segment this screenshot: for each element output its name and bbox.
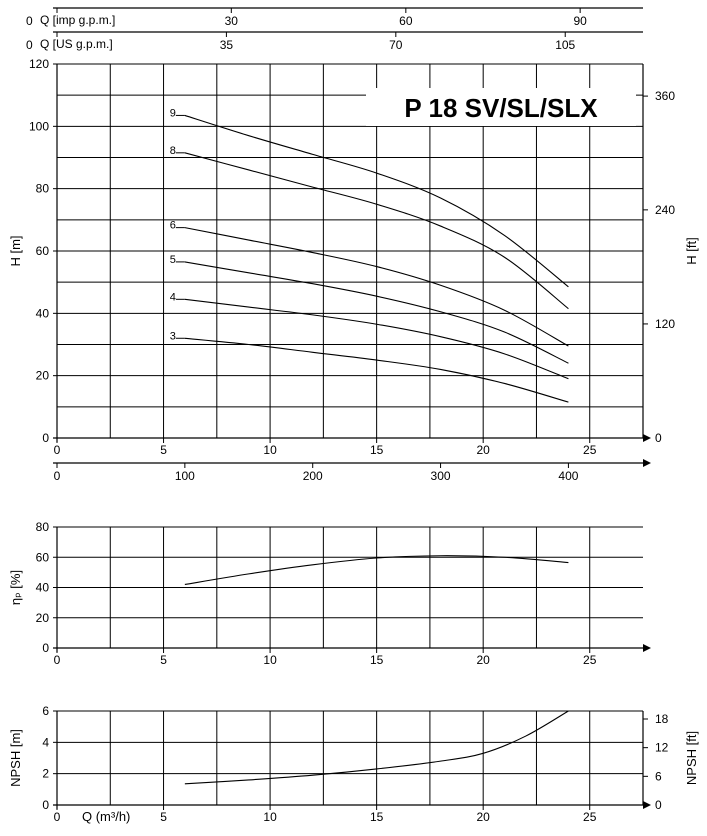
- title-background: [366, 88, 636, 126]
- y-right-axis-title: NPSH [ft]: [684, 731, 699, 785]
- curve-label: 3: [170, 330, 176, 342]
- y-tick-label: 40: [36, 581, 50, 595]
- flow-lpm-tick-label: 100: [175, 469, 195, 483]
- flow-lpm-tick-label: 200: [303, 469, 323, 483]
- flow-imp-tick-label: 0: [26, 14, 33, 28]
- x-tick-label: 5: [160, 443, 167, 457]
- y-right-axis-title: H [ft]: [684, 237, 699, 264]
- curve-series-5: [184, 261, 569, 364]
- flow-us-tick-label: 105: [555, 38, 575, 52]
- x-tick-label: 20: [477, 443, 491, 457]
- y-tick-label: 0: [42, 641, 49, 655]
- y-tick-label: 120: [29, 57, 49, 71]
- y-axis-title: H [m]: [8, 235, 23, 266]
- y-axis-title: NPSH [m]: [8, 729, 23, 787]
- x-tick-label: 25: [583, 810, 597, 824]
- x-tick-label: 15: [370, 443, 384, 457]
- curve-series-6: [184, 227, 569, 347]
- flow-imp-axis-title: Q [imp g.p.m.]: [40, 13, 115, 27]
- flow-lpm-tick-label: 300: [431, 469, 451, 483]
- x-tick-label: 10: [263, 653, 277, 667]
- flow-imp-tick-label: 90: [573, 14, 587, 28]
- y-right-tick-label: 240: [655, 203, 675, 217]
- flow-us-tick-label: 70: [389, 38, 403, 52]
- y-axis-title: ηₚ [%]: [8, 570, 23, 605]
- curve-series-8: [184, 152, 569, 310]
- y-tick-label: 100: [29, 119, 49, 133]
- curve-series-3: [184, 337, 569, 403]
- y-tick-label: 4: [42, 735, 49, 749]
- x-axis-arrow: [643, 644, 651, 652]
- y-tick-label: 0: [42, 798, 49, 812]
- x-tick-label: 5: [160, 810, 167, 824]
- x-tick-label: 0: [54, 443, 61, 457]
- x-tick-label: 10: [263, 443, 277, 457]
- y-tick-label: 6: [42, 704, 49, 718]
- curve-series-9: [184, 114, 569, 288]
- x-tick-label: 0: [54, 653, 61, 667]
- x-tick-label: 10: [263, 810, 277, 824]
- chart-panel-2: 0 20 40 60 80 0 5 10 15 20 25 ηₚ [%]: [8, 520, 651, 667]
- y-tick-label: 80: [36, 520, 50, 534]
- y-right-tick-label: 18: [655, 712, 669, 726]
- y-tick-label: 40: [36, 306, 50, 320]
- y-right-tick-label: 360: [655, 89, 675, 103]
- y-right-tick-label: 120: [655, 317, 675, 331]
- y-tick-label: 80: [36, 182, 50, 196]
- curve-series: [184, 555, 569, 586]
- x-tick-label: 20: [477, 653, 491, 667]
- y-tick-label: 60: [36, 550, 50, 564]
- chart-title: P 18 SV/SL/SLX: [404, 93, 598, 123]
- y-right-tick-label: 0: [655, 798, 662, 812]
- y-tick-label: 20: [36, 611, 50, 625]
- curve-label: 9: [170, 107, 176, 119]
- curve-series-4: [184, 298, 569, 380]
- flow-lpm-axis-arrow: [643, 459, 651, 467]
- flow-imp-tick-label: 60: [399, 14, 413, 28]
- curve-series: [184, 710, 569, 785]
- curve-label: 8: [170, 145, 176, 157]
- x-tick-label: 0: [54, 810, 61, 824]
- x-tick-label: 20: [477, 810, 491, 824]
- y-tick-label: 20: [36, 369, 50, 383]
- curve-label: 6: [170, 220, 176, 232]
- x-tick-label: 5: [160, 653, 167, 667]
- y-right-tick-label: 0: [655, 431, 662, 445]
- flow-lpm-tick-label: 400: [558, 469, 578, 483]
- x-tick-label: 15: [370, 653, 384, 667]
- x-tick-label: 15: [370, 810, 384, 824]
- x-tick-label: 25: [583, 443, 597, 457]
- flow-lpm-tick-label: 0: [54, 469, 61, 483]
- x-tick-label: 25: [583, 653, 597, 667]
- flow-us-tick-label: 35: [220, 38, 234, 52]
- flow-imp-tick-label: 30: [225, 14, 239, 28]
- y-tick-label: 60: [36, 244, 50, 258]
- y-tick-label: 0: [42, 431, 49, 445]
- y-tick-label: 2: [42, 767, 49, 781]
- chart-panel-3: 0 2 4 6 0 5 10 15 20 25 0 6 12 18 NPSH [m] NPSH [ft] Q (…: [8, 704, 699, 824]
- flow-us-axis-title: Q [US g.p.m.]: [40, 37, 113, 51]
- x-axis-title: Q (m³/h): [82, 809, 130, 824]
- flow-us-tick-label: 0: [26, 38, 33, 52]
- curve-label: 5: [170, 254, 176, 266]
- curve-label: 4: [170, 291, 176, 303]
- y-right-tick-label: 6: [655, 769, 662, 783]
- y-right-tick-label: 12: [655, 741, 669, 755]
